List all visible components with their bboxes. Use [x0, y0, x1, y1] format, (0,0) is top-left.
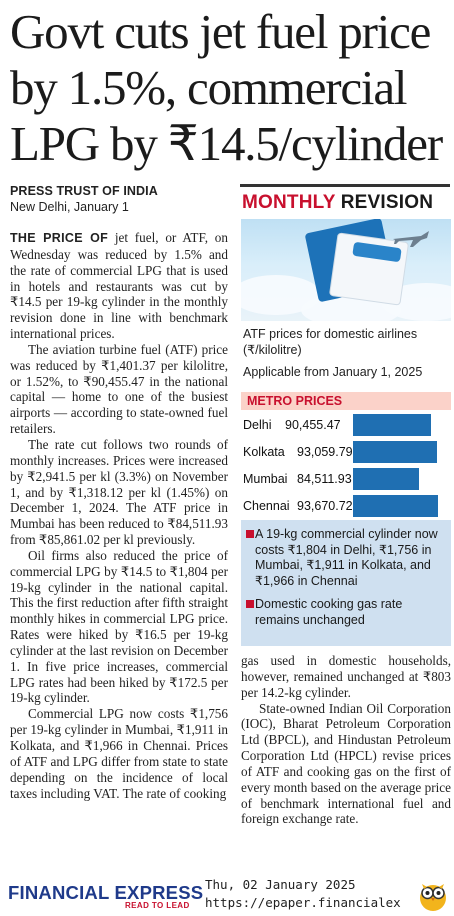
byline: PRESS TRUST OF INDIA New Delhi, January …	[10, 183, 230, 215]
bar-value-label: 93,670.72	[297, 499, 353, 513]
airplane-icon	[393, 231, 429, 247]
bar-label-box	[241, 441, 353, 463]
bar-row: Chennai 93,670.72	[241, 495, 451, 519]
bar-label-box	[241, 414, 353, 436]
article-left-column: THE PRICE OF jet fuel, or ATF, on Wednes…	[10, 230, 228, 801]
bar-category-label: Chennai	[243, 499, 290, 513]
financial-express-logo[interactable]: FINANCIAL EXPRESS	[8, 882, 204, 903]
bar-value-label: 84,511.93	[297, 472, 352, 486]
article-paragraph: State-owned Indian Oil Corporation (IOC)…	[241, 700, 451, 827]
owl-icon	[420, 884, 446, 911]
panel-notes: A 19-kg commercial cylinder now costs ₹1…	[241, 520, 451, 646]
bar-label-box	[241, 495, 353, 517]
panel-title-red: MONTHLY	[242, 192, 336, 213]
byline-agency: PRESS TRUST OF INDIA	[10, 184, 158, 198]
panel-top-rule	[240, 184, 450, 187]
article-paragraph: THE PRICE OF jet fuel, or ATF, on Wednes…	[10, 230, 228, 342]
metro-prices-title: METRO PRICES	[241, 392, 451, 410]
bar-category-label: Mumbai	[243, 472, 288, 486]
panel-title: MONTHLY REVISION	[242, 192, 433, 214]
metro-prices-chart: Delhi 90,455.47 Kolkata 93,059.79 Mumbai 84,5…	[241, 414, 451, 522]
bar-value-label: 90,455.47	[285, 418, 341, 432]
bullet-square-icon	[246, 600, 254, 609]
footer: FINANCIAL EXPRESS READ TO LEAD Thu, 02 J…	[0, 870, 454, 916]
headline: Govt cuts jet fuel price by 1.5%, commer…	[10, 4, 443, 171]
edition-stamp: Thu, 02 January 2025 https://epaper.fina…	[205, 876, 415, 912]
bar-label-box	[241, 468, 353, 490]
edition-date: Thu, 02 January 2025	[205, 877, 356, 892]
note-item: Domestic cooking gas rate remains unchan…	[246, 597, 445, 628]
applicable-date: Applicable from January 1, 2025	[243, 365, 423, 379]
bar-row: Kolkata 93,059.79	[241, 441, 451, 465]
article-right-column: gas used in domestic households, however…	[241, 653, 451, 827]
edition-url[interactable]: https://epaper.financialex	[205, 895, 401, 910]
note-item: A 19-kg commercial cylinder now costs ₹1…	[246, 527, 445, 589]
bullet-square-icon	[246, 530, 254, 538]
article-paragraph: The aviation turbine fuel (ATF) price wa…	[10, 341, 228, 437]
bar-value-label: 93,059.79	[297, 445, 353, 459]
airline-tickets-image	[241, 219, 451, 321]
bar-row: Mumbai 84,511.93	[241, 468, 451, 492]
article-paragraph: Oil firms also reduced the price of comm…	[10, 547, 228, 706]
bar-row: Delhi 90,455.47	[241, 414, 451, 438]
byline-dateline: New Delhi, January 1	[10, 200, 129, 214]
logo-tagline: READ TO LEAD	[125, 901, 190, 910]
article-paragraph: The rate cut follows two rounds of month…	[10, 436, 228, 548]
bar-category-label: Delhi	[243, 418, 272, 432]
article-paragraph: gas used in domestic households, however…	[241, 653, 451, 700]
bar-category-label: Kolkata	[243, 445, 285, 459]
panel-title-dark: REVISION	[340, 192, 434, 213]
chart-caption: ATF prices for domestic airlines (₹/kilo…	[243, 327, 418, 357]
article-paragraph: Commercial LPG now costs ₹1,756 per 19-k…	[10, 706, 228, 801]
lead-in: THE PRICE OF	[10, 231, 109, 245]
